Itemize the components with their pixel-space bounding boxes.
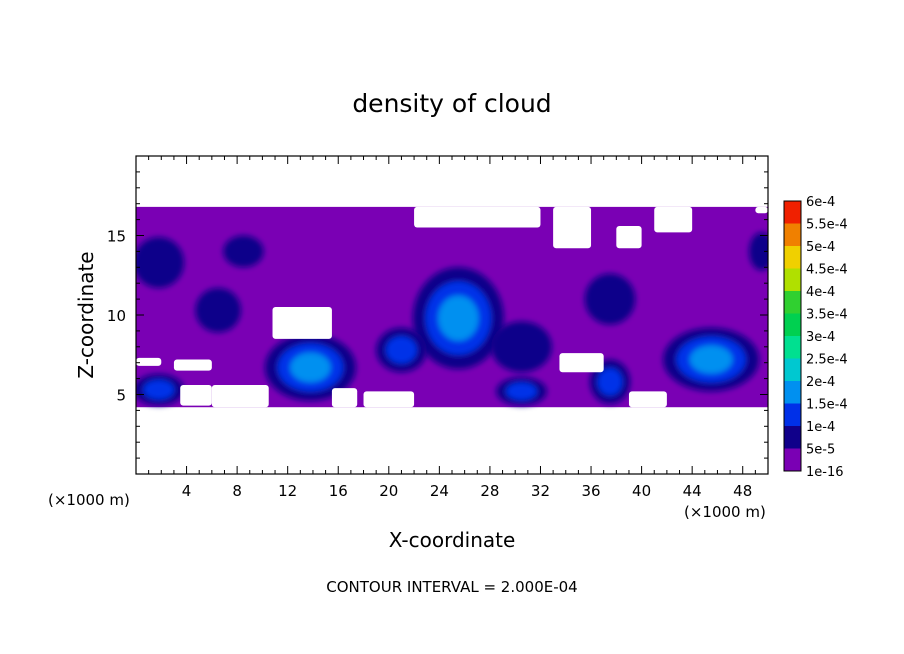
cloud-core-12 [584, 273, 636, 325]
x-tick-label: 48 [733, 482, 752, 500]
x-tick-label: 20 [379, 482, 398, 500]
x-tick-label: 40 [632, 482, 651, 500]
cloud-core-13 [749, 232, 768, 271]
colorbar-label: 1e-4 [806, 420, 835, 435]
clear-gap-4 [211, 384, 269, 408]
x-tick-label: 32 [531, 482, 550, 500]
clear-gap-9 [628, 391, 667, 408]
clear-gap-3 [180, 384, 212, 406]
cloud-core-11 [491, 321, 552, 373]
colorbar-label: 3.5e-4 [806, 308, 848, 323]
clear-gap-5 [272, 307, 332, 339]
x-tick-label: 28 [480, 482, 499, 500]
clear-gap-7 [363, 391, 415, 408]
clear-gap-14 [755, 206, 768, 214]
cloud-core-7 [376, 327, 427, 373]
cloud-core-6 [496, 377, 547, 406]
clear-gap-8 [559, 353, 604, 373]
colorbar-label: 6e-4 [806, 195, 835, 210]
colorbar-label: 2.5e-4 [806, 353, 848, 368]
plot-area [136, 206, 768, 408]
colorbar-label: 4e-4 [806, 285, 835, 300]
colorbar-swatch [784, 336, 801, 359]
colorbar-label: 3e-4 [806, 330, 835, 345]
colorbar-label: 5.5e-4 [806, 218, 848, 233]
clear-gap-13 [654, 206, 693, 233]
chart-title: density of cloud [352, 89, 551, 118]
x-tick-label: 24 [430, 482, 449, 500]
colorbar-swatch [784, 381, 801, 404]
cloud-core-4 [136, 373, 185, 406]
clear-gap-1 [136, 357, 162, 366]
x-axis-label: X-coordinate [389, 528, 516, 552]
colorbar-swatch [784, 313, 801, 336]
x-axis: 4 8 12 16 20 24 28 32 36 40 44 48 [148, 156, 756, 500]
cloud-core-9 [195, 287, 241, 333]
contour-interval-note: CONTOUR INTERVAL = 2.000E-04 [326, 578, 577, 596]
colorbar-label: 5e-5 [806, 443, 835, 458]
x-tick-label: 4 [182, 482, 192, 500]
colorbar-swatch [784, 223, 801, 246]
clear-gap-11 [553, 206, 592, 249]
colorbar-swatch [784, 201, 801, 224]
colorbar-swatch [784, 246, 801, 269]
colorbar-swatch [784, 291, 801, 314]
x-tick-label: 16 [329, 482, 348, 500]
cloud-core-3 [663, 327, 760, 392]
colorbar-swatch [784, 448, 801, 471]
colorbar-frame [783, 200, 802, 472]
cloud-core-2 [412, 267, 504, 370]
colorbar-label: 1e-16 [806, 465, 844, 480]
clear-gap-6 [331, 388, 358, 408]
x-unit-right: (×1000 m) [684, 503, 766, 521]
colorbar-swatch [784, 268, 801, 291]
y-tick-label: 15 [107, 228, 126, 246]
clear-gap-12 [616, 225, 642, 249]
x-tick-label: 8 [232, 482, 242, 500]
x-tick-label: 44 [683, 482, 702, 500]
x-tick-label: 12 [278, 482, 297, 500]
colorbar-swatch [784, 426, 801, 449]
y-tick-label: 10 [107, 307, 126, 325]
clear-gap-10 [414, 206, 541, 228]
colorbar-label: 2e-4 [806, 375, 835, 390]
colorbar-label: 1.5e-4 [806, 398, 848, 413]
x-unit-left: (×1000 m) [48, 491, 130, 509]
x-tick-label: 36 [581, 482, 600, 500]
colorbar-label: 5e-4 [806, 240, 835, 255]
y-axis-label: Z-coordinate [74, 251, 98, 378]
colorbar-swatch [784, 358, 801, 381]
cloud-core-8 [136, 237, 185, 288]
y-axis: 5 10 15 [107, 171, 768, 459]
clear-gap-2 [173, 359, 212, 371]
cloud-core-10 [223, 235, 264, 268]
y-tick-label: 5 [116, 387, 126, 405]
colorbar: 1e-16 5e-5 1e-4 1.5e-4 2e-4 2.5e-4 3e-4 3.5e-4 4… [783, 195, 848, 480]
colorbar-swatch [784, 403, 801, 426]
colorbar-label: 4.5e-4 [806, 263, 848, 278]
cloud-core-1 [264, 334, 356, 401]
